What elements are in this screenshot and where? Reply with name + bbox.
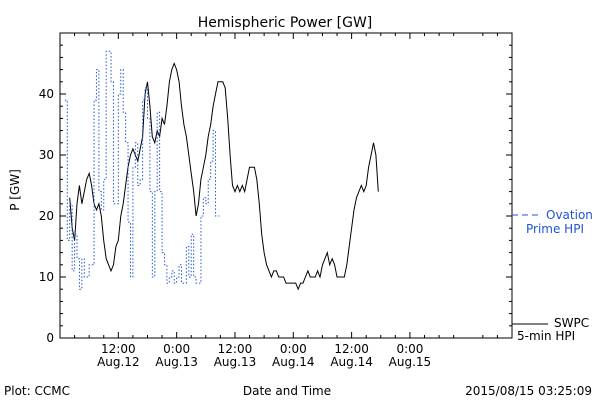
- chart-title: Hemispheric Power [GW]: [198, 15, 373, 31]
- series-ovation-line: [64, 50, 220, 290]
- x-tick-label-date: Aug.14: [330, 355, 373, 369]
- y-tick-label: 30: [39, 148, 54, 162]
- plot-border: [59, 32, 513, 339]
- x-axis: 12:00Aug.120:00Aug.1312:00Aug.130:00Aug.…: [74, 33, 498, 369]
- x-tick-label-time: 12:00: [334, 342, 369, 356]
- series-layer: [64, 50, 379, 291]
- y-tick-label: 40: [39, 87, 54, 101]
- series-swpc-line: [69, 62, 379, 291]
- y-axis: 0 10 20 30 40: [39, 44, 512, 345]
- x-tick-label-time: 0:00: [280, 342, 307, 356]
- x-tick-label-time: 0:00: [163, 342, 190, 356]
- legend-ovation-line1: Ovation: [546, 208, 593, 222]
- x-tick-label-date: Aug.15: [389, 355, 432, 369]
- legend-swpc-line1: SWPC: [554, 316, 589, 330]
- x-tick-label-date: Aug.14: [272, 355, 315, 369]
- x-tick-label-time: 12:00: [218, 342, 253, 356]
- y-axis-label: P [GW]: [8, 169, 22, 211]
- y-tick-label: 0: [46, 331, 54, 345]
- x-tick-label-date: Aug.13: [155, 355, 198, 369]
- x-tick-label-date: Aug.12: [97, 355, 140, 369]
- x-tick-label-time: 0:00: [396, 342, 423, 356]
- plot-credit: Plot: CCMC: [4, 384, 70, 398]
- plot-area: [59, 32, 513, 339]
- plot-timestamp: 2015/08/15 03:25:09: [465, 384, 592, 398]
- x-tick-label-time: 12:00: [101, 342, 136, 356]
- y-tick-label: 10: [39, 270, 54, 284]
- legend-ovation: Ovation Prime HPI: [512, 208, 593, 236]
- legend-swpc: SWPC 5-min HPI: [512, 316, 589, 343]
- y-tick-label: 20: [39, 209, 54, 223]
- x-tick-label-date: Aug.13: [214, 355, 257, 369]
- legend-swpc-line2: 5-min HPI: [517, 329, 575, 343]
- x-axis-label: Date and Time: [243, 384, 331, 398]
- legend-ovation-line2: Prime HPI: [526, 222, 584, 236]
